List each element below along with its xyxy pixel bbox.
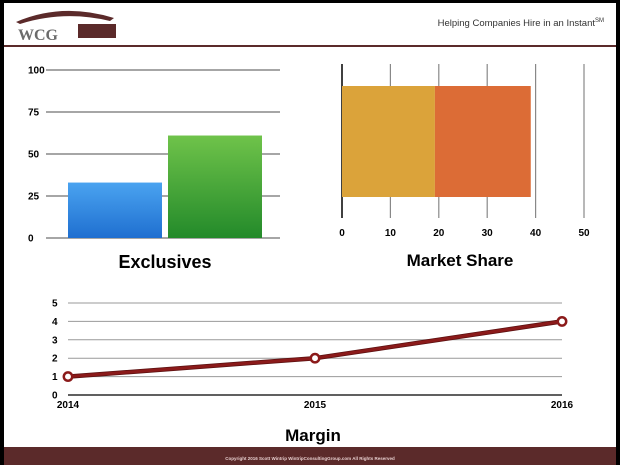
exclusives-title: Exclusives	[118, 252, 211, 272]
margin-line-shadow	[67, 319, 563, 379]
market-share-x-tick-label: 10	[385, 228, 397, 239]
market-share-segment	[434, 86, 531, 197]
frame-right	[616, 0, 620, 465]
market-share-segment	[342, 86, 435, 197]
margin-x-tick-label: 2015	[304, 400, 327, 411]
margin-point	[309, 352, 321, 364]
exclusives-bar	[168, 135, 262, 238]
exclusives-y-tick-label: 50	[28, 150, 40, 161]
logo-banner	[78, 24, 116, 38]
margin-y-tick-label: 4	[52, 317, 58, 328]
margin-line	[67, 319, 563, 379]
market-share-x-tick-label: 0	[339, 228, 345, 239]
margin-point	[556, 315, 568, 327]
logo-graphic: WCG	[16, 10, 116, 44]
frame-top	[0, 0, 620, 3]
exclusives-bar	[68, 182, 162, 238]
market-share-x-tick-label: 30	[482, 228, 494, 239]
margin-y-tick-label: 5	[52, 299, 58, 310]
market-share-x-tick-label: 20	[433, 228, 445, 239]
footer-copyright: Copyright 2016 Scott Wintrip WintripCons…	[225, 456, 395, 461]
margin-x-tick-label: 2016	[551, 400, 574, 411]
service-mark: SM	[595, 18, 604, 24]
margin-y-tick-label: 2	[52, 354, 58, 365]
margin-y-tick-label: 0	[52, 391, 58, 402]
exclusives-y-tick-label: 0	[28, 234, 34, 245]
logo-roof	[16, 10, 114, 24]
footer: Copyright 2016 Scott Wintrip WintripCons…	[4, 447, 616, 465]
tagline-text: Helping Companies Hire in an Instant	[437, 18, 595, 30]
logo: WCG	[14, 6, 134, 44]
frame-left	[0, 0, 4, 465]
tagline: Helping Companies Hire in an InstantSM	[438, 18, 604, 29]
exclusives-y-tick-label: 100	[28, 66, 45, 77]
market-share-x-tick-label: 50	[578, 228, 590, 239]
margin-x-tick-label: 2014	[57, 400, 80, 411]
logo-text: WCG	[18, 27, 59, 44]
exclusives-y-tick-label: 75	[28, 108, 40, 119]
market-share-x-tick-label: 40	[530, 228, 542, 239]
margin-y-tick-label: 1	[52, 372, 58, 383]
header-divider	[4, 45, 616, 47]
margin-y-tick-label: 3	[52, 335, 58, 346]
margin-point	[62, 371, 74, 383]
margin-title: Margin	[285, 426, 341, 445]
exclusives-y-tick-label: 25	[28, 192, 40, 203]
market-share-title: Market Share	[407, 251, 514, 270]
